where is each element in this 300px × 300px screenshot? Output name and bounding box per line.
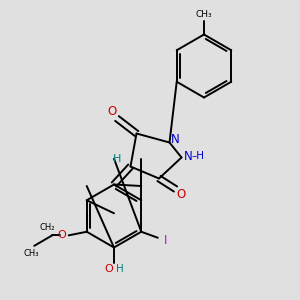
Text: O: O bbox=[176, 188, 185, 202]
Text: H: H bbox=[116, 264, 124, 274]
Text: O: O bbox=[107, 105, 116, 119]
Text: CH₃: CH₃ bbox=[23, 249, 39, 258]
Text: –H: –H bbox=[191, 151, 205, 161]
Text: H: H bbox=[113, 154, 121, 164]
Text: N: N bbox=[184, 149, 193, 163]
Text: O: O bbox=[104, 263, 113, 274]
Text: O: O bbox=[58, 230, 67, 240]
Text: CH₃: CH₃ bbox=[196, 10, 212, 19]
Text: N: N bbox=[170, 133, 179, 146]
Text: CH₂: CH₂ bbox=[40, 223, 56, 232]
Text: I: I bbox=[164, 234, 168, 247]
